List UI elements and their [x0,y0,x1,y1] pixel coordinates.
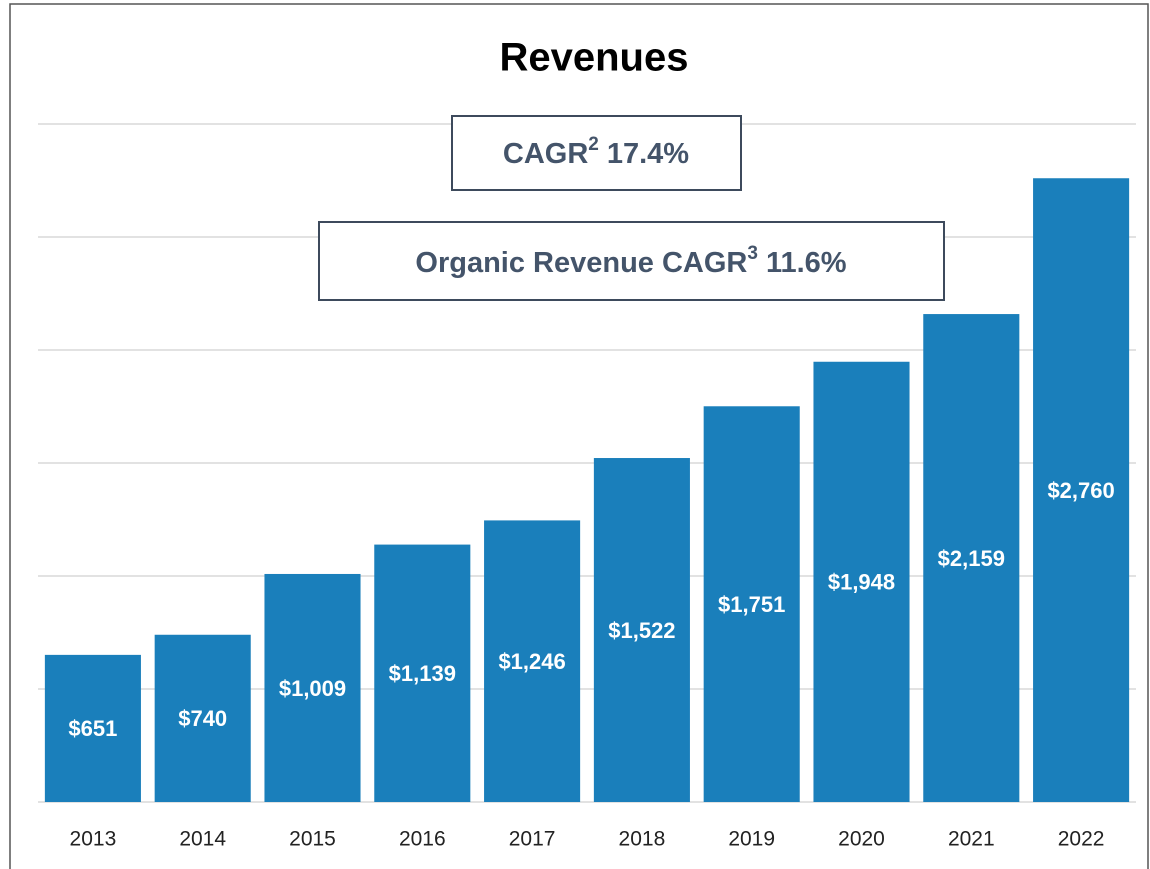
bar [923,314,1020,802]
x-tick-label: 2014 [179,828,226,851]
bar [264,573,361,802]
bar [1033,178,1130,803]
data-label: $651 [68,716,117,741]
annotation-text: CAGR [503,138,588,170]
annotation-value: 11.6% [766,247,847,279]
bar [154,634,251,802]
data-label: $1,522 [608,618,675,643]
annotation-text: Organic Revenue CAGR [415,247,747,279]
data-label: $1,009 [279,676,346,701]
data-label: $2,760 [1047,478,1114,503]
annotation-value: 17.4% [607,138,689,170]
bar [374,544,471,802]
annotation-sup: 3 [747,243,758,264]
annotation-sup: 2 [588,134,599,155]
data-label: $1,246 [498,649,565,674]
bars: 2013 $651 2014 $740 2015 $1,009 2016 $1,139 2017… [44,178,1130,851]
x-tick-label: 2022 [1058,828,1105,851]
annotation: CAGR2 17.4% [503,134,689,170]
x-tick-label: 2021 [948,828,995,851]
x-tick-label: 2018 [619,828,666,851]
bar [813,361,910,802]
x-tick-label: 2020 [838,828,885,851]
annotation-box [451,115,742,191]
data-label: $2,159 [938,546,1005,571]
x-tick-label: 2017 [509,828,556,851]
x-tick-label: 2019 [728,828,775,851]
annotation: Organic Revenue CAGR3 11.6% [415,243,846,279]
annotation-box [318,221,945,301]
bar [703,406,800,802]
x-tick-label: 2013 [70,828,117,851]
frame [9,3,1149,869]
bar [44,654,141,802]
data-label: $1,751 [718,592,785,617]
data-label: $740 [178,706,227,731]
data-label: $1,948 [828,570,895,595]
chart-title: Revenues [500,36,689,80]
x-tick-label: 2015 [289,828,336,851]
bar [484,520,581,802]
bar [593,458,690,802]
x-tick-label: 2016 [399,828,446,851]
data-label: $1,139 [389,661,456,686]
